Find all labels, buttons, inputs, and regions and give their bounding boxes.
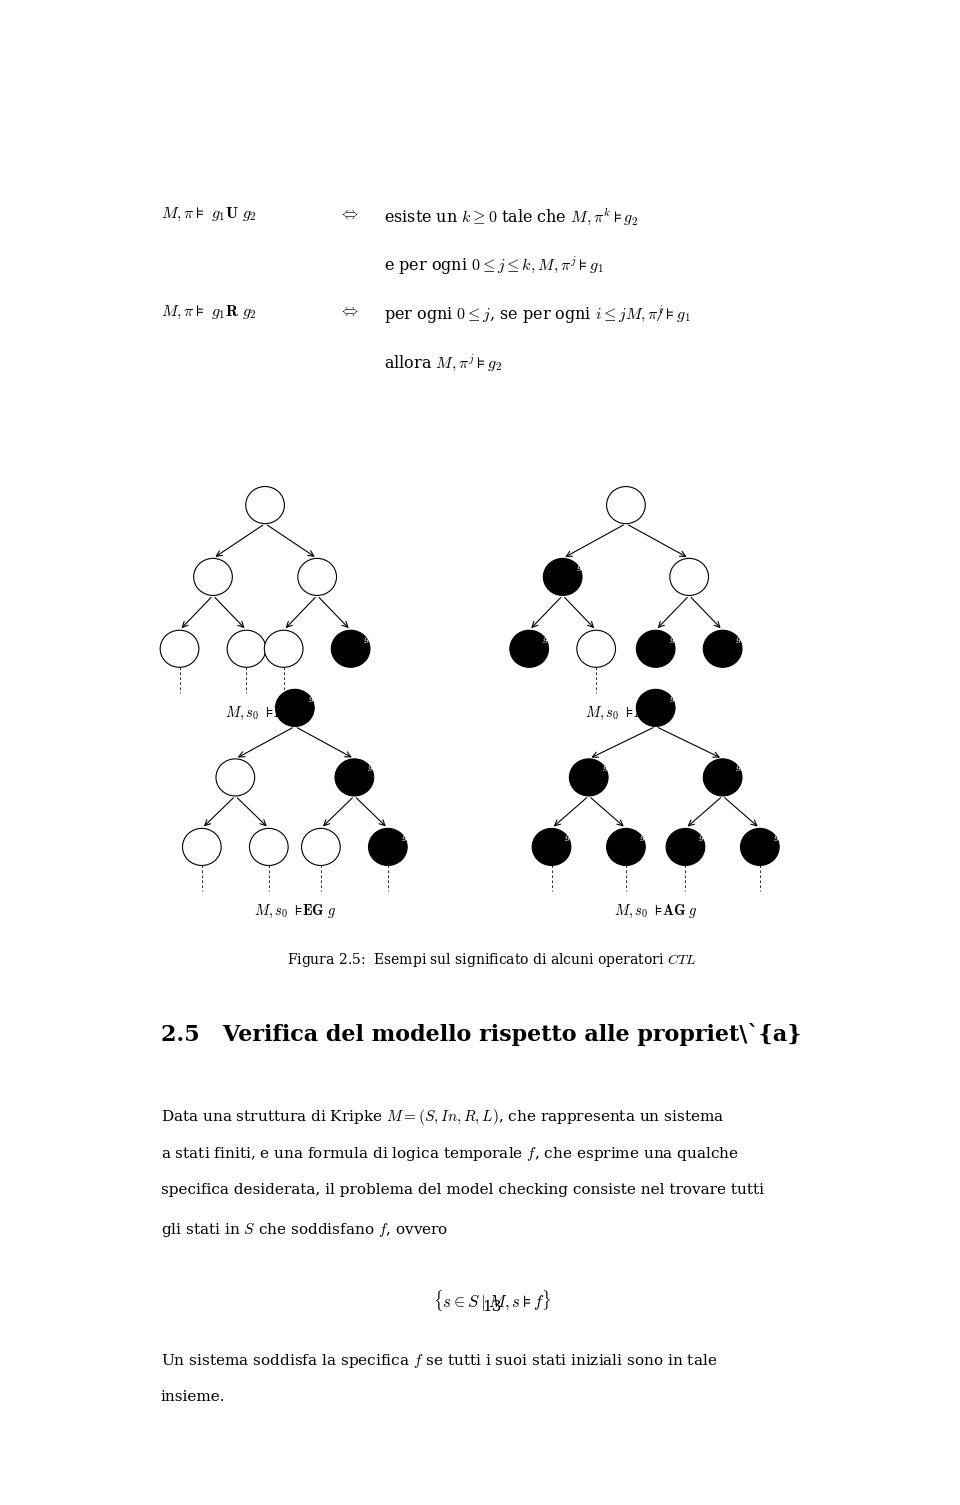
Ellipse shape	[182, 828, 221, 865]
Ellipse shape	[532, 828, 571, 865]
Text: g: g	[669, 694, 675, 701]
Text: a stati finiti, e una formula di logica temporale $f$, che esprime una qualche: a stati finiti, e una formula di logica …	[161, 1145, 739, 1163]
Ellipse shape	[301, 828, 340, 865]
Text: gli stati in $S$ che soddisfano $f$, ovvero: gli stati in $S$ che soddisfano $f$, ovv…	[161, 1221, 448, 1239]
Ellipse shape	[636, 631, 675, 667]
Ellipse shape	[670, 558, 708, 596]
Text: g: g	[736, 763, 741, 771]
Ellipse shape	[543, 558, 582, 596]
Text: insieme.: insieme.	[161, 1391, 226, 1404]
Text: g: g	[602, 763, 608, 771]
Text: allora $M, \pi^j \models g_2$: allora $M, \pi^j \models g_2$	[384, 352, 502, 373]
Ellipse shape	[335, 759, 373, 796]
Text: g: g	[576, 563, 582, 570]
Text: g: g	[774, 832, 779, 841]
Ellipse shape	[704, 759, 742, 796]
Ellipse shape	[160, 631, 199, 667]
Ellipse shape	[740, 828, 780, 865]
Ellipse shape	[369, 828, 407, 865]
Text: $M, \pi \models\ g_1\mathbf{U}\ g_2$: $M, \pi \models\ g_1\mathbf{U}\ g_2$	[161, 206, 257, 223]
Text: Figura 2.5:  Esempi sul significato di alcuni operatori $\mathit{CTL}$: Figura 2.5: Esempi sul significato di al…	[287, 951, 697, 969]
Ellipse shape	[250, 828, 288, 865]
Text: $M, \pi \models\ g_1\mathbf{R}\ g_2$: $M, \pi \models\ g_1\mathbf{R}\ g_2$	[161, 304, 256, 321]
Text: Un sistema soddisfa la specifica $f$ se tutti i suoi stati iniziali sono in tale: Un sistema soddisfa la specifica $f$ se …	[161, 1351, 717, 1370]
Ellipse shape	[331, 631, 370, 667]
Ellipse shape	[704, 631, 742, 667]
Ellipse shape	[510, 631, 548, 667]
Text: esiste un $k \geq 0$ tale che $M, \pi^k \models g_2$: esiste un $k \geq 0$ tale che $M, \pi^k …	[384, 206, 638, 227]
Ellipse shape	[194, 558, 232, 596]
Text: $M, s_0\ \models\!\mathbf{EG}\ g$: $M, s_0\ \models\!\mathbf{EG}\ g$	[253, 903, 336, 920]
Text: Data una struttura di Kripke $M = (S, In, R, L)$, che rappresenta un sistema: Data una struttura di Kripke $M = (S, In…	[161, 1106, 724, 1127]
Text: 2.5   Verifica del modello rispetto alle propriet\`{a}: 2.5 Verifica del modello rispetto alle p…	[161, 1023, 802, 1046]
Text: g: g	[368, 763, 373, 771]
Text: g: g	[669, 635, 675, 643]
Ellipse shape	[607, 486, 645, 524]
Text: $\Leftrightarrow$: $\Leftrightarrow$	[340, 304, 360, 321]
Text: specifica desiderata, il problema del model checking consiste nel trovare tutti: specifica desiderata, il problema del mo…	[161, 1183, 764, 1196]
Text: per ogni $0 \leq j$, se per ogni $i \leq j$$M, \pi^i \not\models g_1$: per ogni $0 \leq j$, se per ogni $i \leq…	[384, 304, 691, 327]
Text: $M, s_0\ \models\!\mathbf{AF}\ g$: $M, s_0\ \models\!\mathbf{AF}\ g$	[586, 704, 666, 721]
Ellipse shape	[298, 558, 337, 596]
Text: g: g	[308, 694, 314, 701]
Ellipse shape	[264, 631, 303, 667]
Text: 13: 13	[482, 1300, 502, 1314]
Text: g: g	[699, 832, 705, 841]
Ellipse shape	[607, 828, 645, 865]
Text: g: g	[364, 635, 370, 643]
Ellipse shape	[666, 828, 705, 865]
Ellipse shape	[276, 689, 314, 727]
Text: g: g	[736, 635, 741, 643]
Ellipse shape	[228, 631, 266, 667]
Ellipse shape	[216, 759, 254, 796]
Text: $\Leftrightarrow$: $\Leftrightarrow$	[340, 206, 360, 223]
Text: $M, s_0\ \models\!\mathbf{AG}\ g$: $M, s_0\ \models\!\mathbf{AG}\ g$	[613, 903, 698, 920]
Text: $M, s_0\ \models\!\mathbf{EF}\ g$: $M, s_0\ \models\!\mathbf{EF}\ g$	[225, 704, 305, 721]
Text: e per ogni $0 \leq j \leq k, M, \pi^j \models g_1$: e per ogni $0 \leq j \leq k, M, \pi^j \m…	[384, 254, 604, 277]
Ellipse shape	[569, 759, 608, 796]
Ellipse shape	[636, 689, 675, 727]
Ellipse shape	[246, 486, 284, 524]
Text: g: g	[401, 832, 407, 841]
Text: g: g	[565, 832, 570, 841]
Text: $\{s \in S \mid M, s \models f\}$: $\{s \in S \mid M, s \models f\}$	[433, 1288, 551, 1314]
Ellipse shape	[577, 631, 615, 667]
Text: g: g	[639, 832, 645, 841]
Text: g: g	[542, 635, 548, 643]
